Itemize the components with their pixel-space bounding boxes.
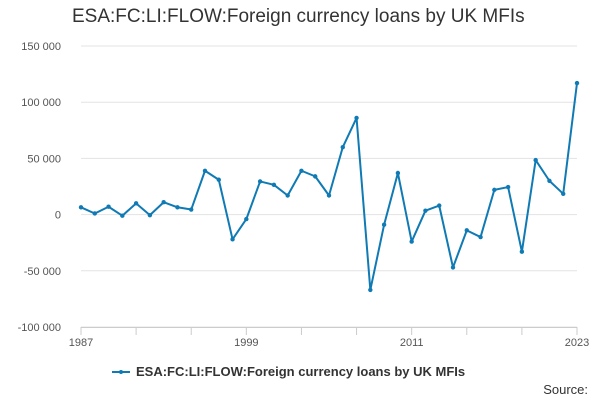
data-point[interactable] [271,182,277,188]
data-point[interactable] [257,179,263,184]
data-point[interactable] [106,204,111,209]
data-point[interactable] [244,216,249,222]
data-point[interactable] [464,228,469,233]
y-tick-label: 50 000 [27,153,61,165]
data-point[interactable] [147,212,153,218]
data-point[interactable] [92,211,97,216]
data-point[interactable] [533,157,538,163]
data-point[interactable] [175,205,180,210]
legend-swatch-icon [112,367,130,377]
y-tick-label: 150 000 [21,41,61,53]
data-point[interactable] [450,265,456,270]
data-point[interactable] [78,205,84,210]
data-point[interactable] [395,170,401,176]
series-layer [78,80,580,293]
data-point[interactable] [437,203,442,208]
data-point[interactable] [202,168,208,173]
data-point[interactable] [299,168,304,173]
legend-label: ESA:FC:LI:FLOW:Foreign currency loans by… [136,364,466,379]
data-point[interactable] [478,234,483,240]
data-point[interactable] [326,193,332,198]
chart-title: ESA:FC:LI:FLOW:Foreign currency loans by… [72,6,525,27]
data-point[interactable] [519,249,525,254]
data-point[interactable] [230,237,235,242]
y-tick-label: -50 000 [24,266,61,278]
y-tick-label: 100 000 [21,97,61,109]
legend[interactable]: ESA:FC:LI:FLOW:Foreign currency loans by… [112,364,465,379]
data-point[interactable] [409,239,414,244]
source-label: Source: [543,382,588,397]
data-point[interactable] [547,178,552,184]
data-point[interactable] [492,187,497,193]
data-point[interactable] [216,177,221,182]
x-tick-label: 1987 [69,337,93,349]
data-point[interactable] [423,208,428,213]
x-tick-label: 2023 [565,337,589,349]
x-tick-label: 1999 [234,337,258,349]
axes: -100 000 -50 000 0 50 000 100 000 150 000 1987… [18,41,590,349]
series-line [80,82,578,291]
data-point[interactable] [505,184,511,190]
data-point[interactable] [133,201,139,206]
data-point[interactable] [340,144,345,150]
data-point[interactable] [354,115,359,121]
data-point[interactable] [120,213,125,218]
x-tick-label: 2011 [400,337,424,349]
data-point[interactable] [574,80,580,86]
gridlines [81,45,577,328]
data-point[interactable] [189,207,194,212]
data-point[interactable] [368,287,373,293]
data-point[interactable] [381,222,387,227]
data-point[interactable] [285,193,290,198]
y-tick-label: -100 000 [18,322,61,334]
data-point[interactable] [561,191,566,197]
data-point[interactable] [161,200,166,205]
y-tick-label: 0 [55,210,61,222]
data-point[interactable] [313,174,318,179]
